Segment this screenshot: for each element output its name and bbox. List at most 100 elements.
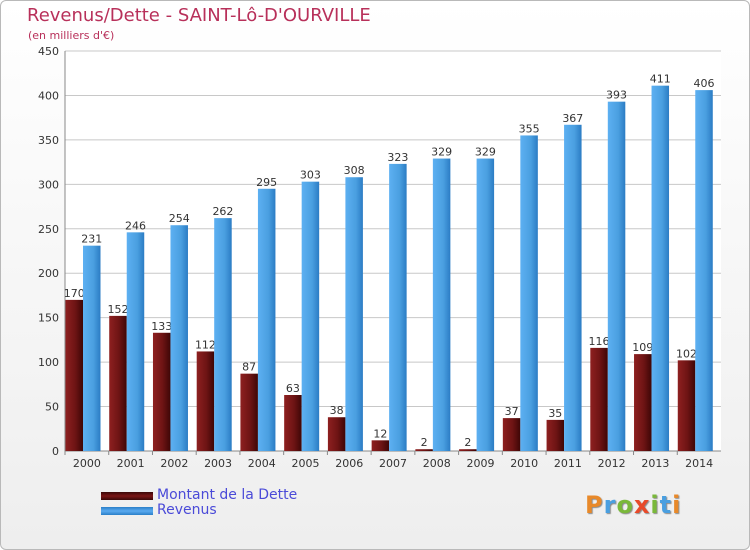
y-tick-label: 450 <box>38 45 59 58</box>
bar-revenue <box>301 181 320 451</box>
data-label-debt: 2 <box>421 436 428 449</box>
data-label-debt: 63 <box>286 382 300 395</box>
bar-debt <box>459 449 477 451</box>
bar-debt <box>284 395 302 451</box>
data-label-revenue: 329 <box>431 146 452 159</box>
bar-debt <box>634 354 652 451</box>
y-tick-label: 200 <box>38 267 59 280</box>
data-label-debt: 102 <box>676 347 697 360</box>
data-label-debt: 152 <box>107 303 128 316</box>
data-label-revenue: 406 <box>694 77 715 90</box>
x-tick-label: 2009 <box>466 457 494 470</box>
x-tick-label: 2004 <box>248 457 276 470</box>
legend-swatch-debt <box>101 492 153 500</box>
bar-revenue <box>126 232 145 451</box>
x-tick-label: 2012 <box>598 457 626 470</box>
bar-debt <box>196 351 215 451</box>
bar-debt <box>152 332 171 451</box>
legend-label-revenue: Revenus <box>157 502 217 518</box>
bar-debt <box>590 347 608 451</box>
data-label-debt: 2 <box>464 436 471 449</box>
bar-revenue <box>520 135 538 451</box>
y-tick-label: 50 <box>45 401 59 414</box>
data-label-debt: 170 <box>64 287 85 300</box>
x-tick-label: 2011 <box>554 457 582 470</box>
data-label-revenue: 231 <box>81 233 102 246</box>
data-label-revenue: 393 <box>606 89 627 102</box>
x-tick-label: 2000 <box>73 457 101 470</box>
x-tick-label: 2008 <box>423 457 451 470</box>
data-label-revenue: 303 <box>300 169 321 182</box>
bar-debt <box>327 417 346 451</box>
data-label-revenue: 295 <box>256 176 277 189</box>
y-tick-label: 400 <box>38 89 59 102</box>
data-label-debt: 38 <box>330 404 344 417</box>
logo-letter: i <box>672 491 682 519</box>
logo-letter: t <box>659 491 673 519</box>
y-tick-label: 350 <box>38 134 59 147</box>
legend-swatch-revenue <box>101 507 153 515</box>
bar-debt <box>240 373 258 451</box>
data-label-revenue: 367 <box>562 112 583 125</box>
data-label-revenue: 308 <box>344 164 365 177</box>
data-label-revenue: 355 <box>519 122 540 135</box>
data-label-debt: 35 <box>548 407 562 420</box>
chart-subtitle: (en milliers d'€) <box>28 29 115 42</box>
logo-letter: i <box>650 491 660 519</box>
x-tick-label: 2001 <box>117 457 145 470</box>
x-tick-label: 2010 <box>510 457 538 470</box>
y-tick-label: 0 <box>52 445 59 458</box>
bar-revenue <box>389 163 407 451</box>
logo-letter: P <box>585 491 604 519</box>
data-label-revenue: 329 <box>475 146 496 159</box>
bar-debt <box>677 360 696 451</box>
bar-revenue <box>257 188 276 451</box>
bar-revenue <box>345 177 363 451</box>
bar-debt <box>502 418 521 451</box>
y-tick-label: 100 <box>38 356 59 369</box>
bar-revenue <box>214 218 232 451</box>
bar-revenue <box>695 90 713 451</box>
bar-debt <box>109 315 127 451</box>
bar-debt <box>415 449 433 451</box>
bar-revenue <box>651 85 670 452</box>
x-tick-label: 2013 <box>641 457 669 470</box>
bar-revenue <box>432 158 451 452</box>
data-label-debt: 112 <box>195 338 216 351</box>
data-label-debt: 109 <box>632 341 653 354</box>
data-label-debt: 37 <box>505 405 519 418</box>
bar-debt <box>371 440 390 451</box>
bar-revenue <box>83 245 101 451</box>
data-label-revenue: 254 <box>169 212 190 225</box>
bar-revenue <box>607 101 626 452</box>
bar-revenue <box>476 158 495 452</box>
legend-label-debt: Montant de la Dette <box>157 487 298 503</box>
data-label-revenue: 411 <box>650 73 671 86</box>
data-label-debt: 12 <box>373 427 387 440</box>
bar-revenue <box>564 124 582 452</box>
proxiti-logo: Proxiti <box>585 491 681 519</box>
bar-revenue <box>170 225 188 451</box>
x-tick-label: 2005 <box>292 457 320 470</box>
data-label-debt: 87 <box>242 361 256 374</box>
y-tick-label: 150 <box>38 312 59 325</box>
logo-letter: r <box>603 491 617 519</box>
data-label-revenue: 246 <box>125 219 146 232</box>
data-label-debt: 116 <box>589 335 610 348</box>
bar-debt <box>546 419 565 451</box>
y-tick-label: 250 <box>38 223 59 236</box>
data-label-revenue: 262 <box>212 205 233 218</box>
y-tick-label: 300 <box>38 178 59 191</box>
x-tick-label: 2006 <box>335 457 363 470</box>
data-label-debt: 133 <box>151 320 172 333</box>
logo-letter: x <box>633 491 651 519</box>
x-tick-label: 2003 <box>204 457 232 470</box>
x-tick-label: 2007 <box>379 457 407 470</box>
x-tick-label: 2014 <box>685 457 713 470</box>
chart-title: Revenus/Dette - SAINT-Lô-D'OURVILLE <box>27 5 371 26</box>
data-label-revenue: 323 <box>387 151 408 164</box>
bar-debt <box>65 299 83 451</box>
x-tick-label: 2002 <box>160 457 188 470</box>
